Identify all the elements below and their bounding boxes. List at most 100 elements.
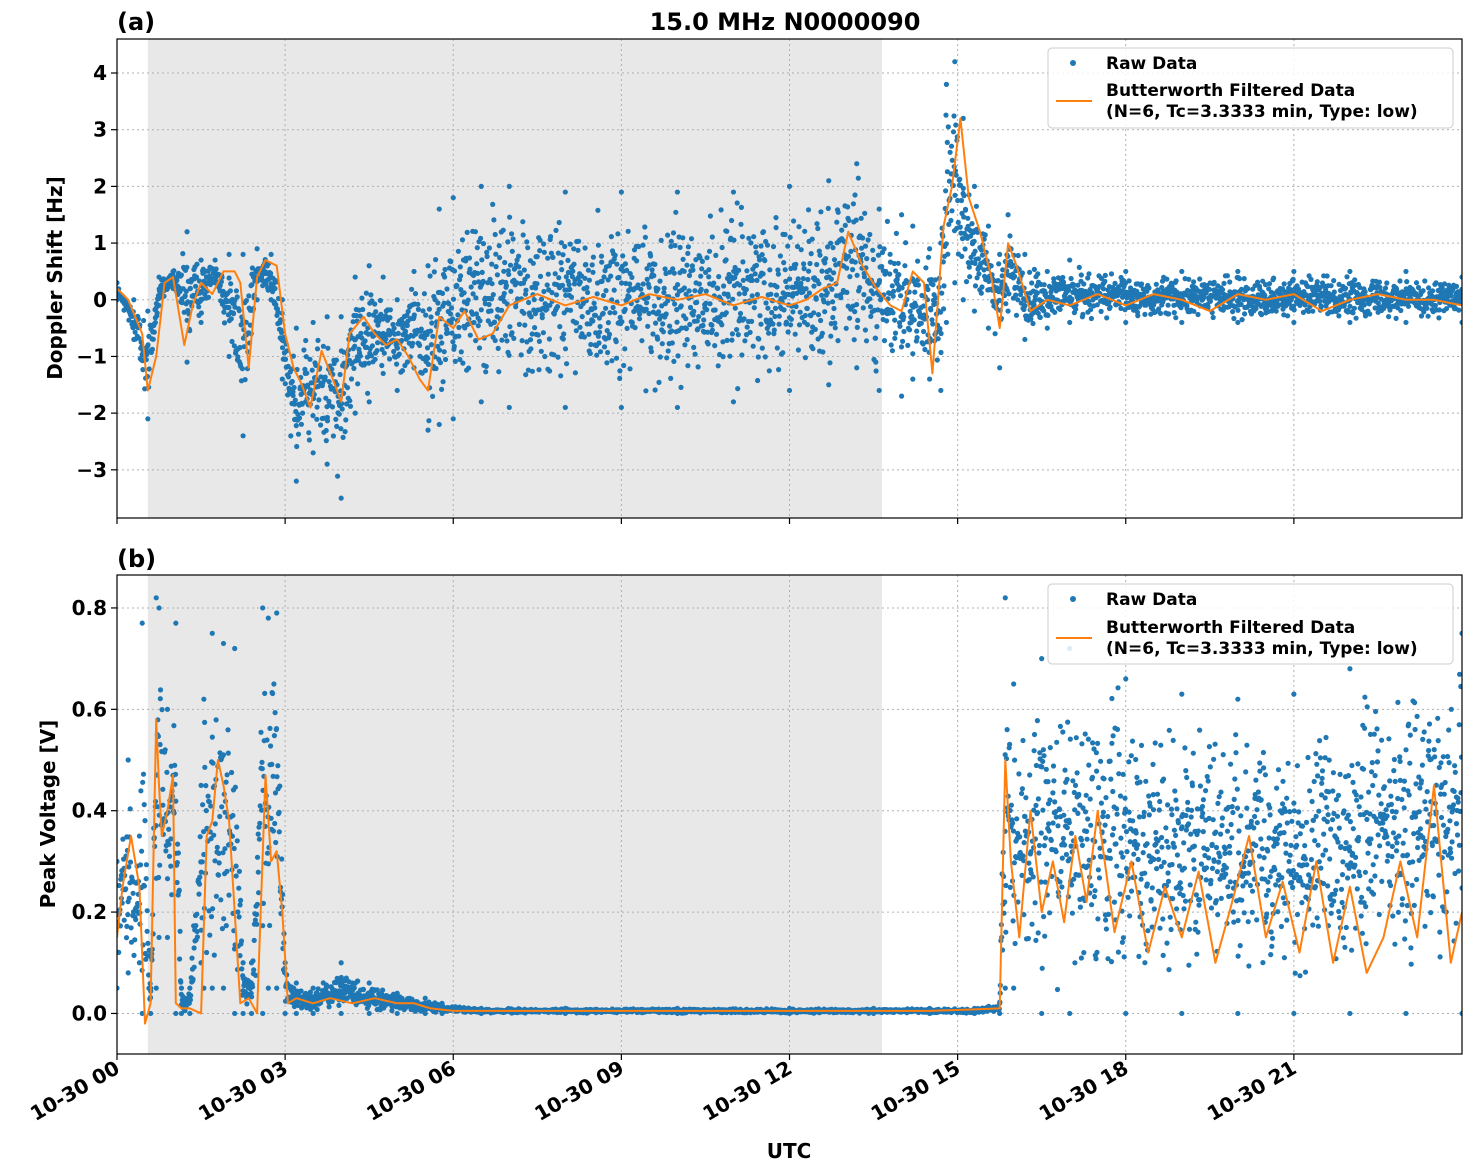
raw-data-point (538, 296, 545, 302)
raw-data-point (681, 268, 687, 274)
raw-data-point (338, 495, 344, 501)
raw-data-point (556, 219, 562, 226)
raw-data-point (522, 291, 529, 297)
raw-data-point (314, 346, 321, 352)
raw-data-point (830, 245, 836, 251)
raw-data-point (929, 317, 935, 323)
raw-data-point (1302, 302, 1308, 308)
raw-data-point (359, 295, 365, 301)
raw-data-point (796, 224, 802, 230)
raw-data-point (566, 282, 572, 288)
raw-data-point (444, 286, 450, 292)
raw-data-point (380, 370, 386, 377)
raw-data-point (699, 266, 705, 272)
raw-data-point (1235, 268, 1241, 275)
raw-data-point (1019, 270, 1025, 276)
raw-data-point (636, 243, 642, 250)
raw-data-point (678, 384, 684, 390)
filtered-data-line (117, 117, 1462, 409)
raw-data-point (137, 862, 144, 868)
raw-data-point (157, 696, 163, 702)
raw-data-point (420, 308, 426, 314)
raw-data-point (715, 363, 721, 369)
raw-data-point (556, 275, 562, 281)
raw-data-point (922, 346, 928, 353)
raw-data-point (661, 289, 667, 296)
raw-data-point (1374, 294, 1380, 300)
raw-data-point (366, 311, 372, 318)
raw-data-point (712, 307, 718, 313)
raw-data-point (976, 271, 982, 277)
raw-data-point (154, 310, 160, 316)
raw-data-point (1171, 310, 1177, 316)
raw-data-point (249, 265, 255, 271)
raw-data-point (237, 953, 243, 959)
raw-data-point (1286, 301, 1292, 307)
raw-data-point (441, 300, 447, 306)
raw-data-point (891, 260, 897, 267)
raw-data-point (1347, 303, 1353, 309)
raw-data-point (600, 292, 607, 299)
raw-data-point (862, 243, 869, 249)
raw-data-point (816, 281, 822, 287)
raw-data-point (241, 344, 247, 350)
raw-data-point (604, 360, 610, 366)
raw-data-point (639, 338, 645, 344)
raw-data-point (914, 328, 920, 334)
raw-data-point (437, 347, 443, 353)
raw-data-point (1336, 313, 1342, 319)
raw-data-point (619, 319, 625, 325)
raw-data-point (516, 253, 522, 259)
raw-data-point (231, 946, 238, 952)
raw-data-point (379, 362, 385, 369)
raw-data-point (963, 279, 970, 285)
raw-data-point (975, 256, 982, 262)
raw-data-point (915, 258, 921, 264)
raw-data-point (686, 288, 692, 294)
raw-data-point (960, 297, 966, 303)
raw-data-point (307, 989, 313, 995)
raw-data-point (735, 332, 741, 338)
raw-data-point (391, 325, 397, 331)
raw-data-point (696, 281, 703, 287)
raw-data-point (372, 356, 378, 362)
raw-data-point (322, 374, 328, 380)
raw-data-point (441, 349, 447, 355)
raw-data-point (145, 416, 151, 422)
raw-data-point (194, 261, 200, 267)
raw-data-point (1191, 308, 1197, 314)
raw-data-point (237, 344, 243, 351)
raw-data-point (1424, 305, 1430, 311)
raw-data-point (955, 219, 961, 225)
raw-data-point (357, 313, 363, 319)
raw-data-point (946, 178, 953, 184)
panel-a-legend-raw-label: Raw Data (1106, 54, 1197, 74)
raw-data-point (426, 306, 432, 312)
raw-data-point (773, 215, 779, 221)
raw-data-point (362, 360, 368, 366)
raw-data-point (709, 234, 715, 240)
raw-data-point (590, 269, 596, 275)
raw-data-point (268, 743, 274, 749)
raw-data-point (851, 337, 857, 343)
raw-data-point (775, 267, 781, 273)
raw-data-point (237, 902, 243, 908)
raw-data-point (208, 803, 214, 809)
raw-data-point (211, 832, 217, 838)
raw-data-point (738, 221, 744, 227)
raw-data-point (949, 157, 955, 163)
raw-data-point (1057, 306, 1063, 312)
raw-data-point (360, 306, 366, 313)
raw-data-point (1306, 308, 1312, 314)
raw-data-point (844, 289, 850, 295)
raw-data-point (802, 355, 809, 361)
raw-data-point (798, 280, 804, 286)
raw-data-point (219, 804, 225, 810)
raw-data-point (460, 360, 466, 366)
raw-data-point (873, 359, 879, 365)
raw-data-point (695, 326, 701, 332)
raw-data-point (1430, 288, 1436, 294)
raw-data-point (971, 183, 978, 189)
raw-data-point (651, 273, 657, 279)
raw-data-point (969, 221, 975, 227)
